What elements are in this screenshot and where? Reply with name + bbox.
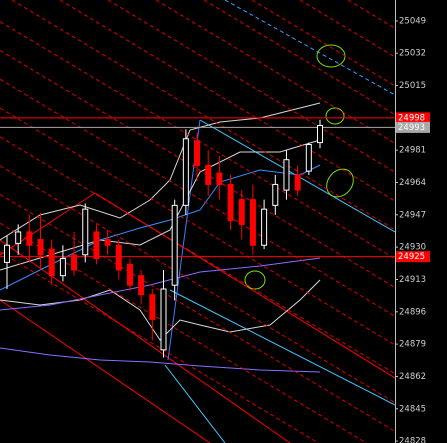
y-tick-label: 24964 <box>399 178 426 188</box>
candle-body <box>59 258 66 277</box>
y-tick-label: 24879 <box>399 340 426 350</box>
candle-body <box>71 254 78 271</box>
candle-body <box>48 248 55 277</box>
candle-body <box>283 159 290 191</box>
y-tick-label: 25015 <box>399 81 426 91</box>
candle-body <box>238 199 245 225</box>
band-lower <box>0 279 321 341</box>
y-tick-label: 25049 <box>399 16 426 26</box>
trend-line <box>0 192 96 256</box>
candle-body <box>26 231 33 246</box>
moving-average <box>0 347 321 373</box>
y-tick-label: 24981 <box>399 146 426 156</box>
candle-body <box>294 174 301 191</box>
trend-line <box>0 299 211 443</box>
trend-line <box>0 251 320 443</box>
candle-body <box>15 231 22 244</box>
candle-body <box>104 239 111 246</box>
candle-body <box>272 183 279 206</box>
candle-body <box>37 239 44 256</box>
price-level-label: 24993 <box>398 123 425 133</box>
trend-line <box>251 0 395 87</box>
trend-line <box>169 289 395 406</box>
candle-body <box>160 288 167 351</box>
band-middle <box>0 139 321 271</box>
moving-average <box>0 257 321 311</box>
candle-body <box>171 204 178 286</box>
candle-body <box>149 294 156 320</box>
trend-line <box>107 0 395 173</box>
y-tick-label: 24862 <box>399 372 426 382</box>
ellipse <box>244 270 266 290</box>
trend-line <box>164 364 226 443</box>
y-tick-label: 24930 <box>399 243 426 253</box>
candle-body <box>138 275 145 296</box>
y-tick-label: 25032 <box>399 49 426 59</box>
candle-body <box>126 263 133 286</box>
candle-body <box>182 138 189 206</box>
y-tick-label: 24828 <box>399 437 426 443</box>
band-upper <box>0 102 321 241</box>
trend-line <box>0 239 291 443</box>
trend-line <box>0 222 368 443</box>
trend-line <box>155 0 395 144</box>
ellipse <box>326 168 354 198</box>
candle-body <box>317 124 323 144</box>
y-tick-label: 24896 <box>399 307 426 317</box>
ellipse <box>316 44 346 68</box>
trend-line <box>59 0 395 202</box>
price-level-label: 24998 <box>398 113 425 123</box>
candle-body <box>227 183 234 222</box>
price-level-box <box>396 251 430 263</box>
candle-body <box>261 208 268 246</box>
candle-body <box>82 208 89 256</box>
candle-body <box>194 140 201 166</box>
price-level-box <box>396 121 430 133</box>
trend-line <box>224 0 395 96</box>
y-tick-label: 24845 <box>399 404 426 414</box>
trend-line <box>203 0 395 116</box>
trend-line <box>0 193 395 432</box>
y-tick-label: 24913 <box>399 275 426 285</box>
candle-body <box>93 231 100 260</box>
price-level-label: 24925 <box>398 252 425 262</box>
candle-body <box>216 172 223 185</box>
y-tick-label: 24947 <box>399 210 426 220</box>
candle-body <box>305 143 312 172</box>
candle-body <box>4 244 10 263</box>
candle-body <box>249 199 256 246</box>
ellipse <box>325 107 345 125</box>
candle-body <box>115 244 122 271</box>
moving-average <box>0 164 321 291</box>
price-level-box <box>396 112 430 124</box>
trend-line <box>11 0 395 231</box>
candle-body <box>205 164 212 185</box>
